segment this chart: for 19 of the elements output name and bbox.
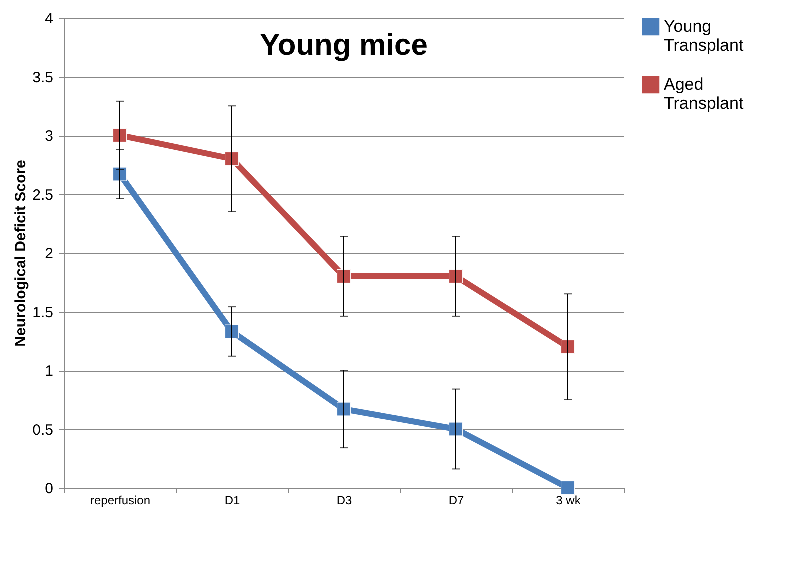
legend-label: Young Transplant	[664, 17, 744, 55]
y-tick-label: 0.5	[32, 422, 54, 439]
y-tick-label: 1.5	[32, 304, 54, 322]
x-tick-label: 3 wk	[556, 494, 582, 508]
y-tick-label: 0	[45, 480, 54, 498]
x-tick-label: reperfusion	[90, 494, 151, 508]
legend-label: Aged Transplant	[664, 75, 744, 113]
point	[561, 481, 575, 495]
y-tick-label: 4	[45, 10, 54, 28]
x-tick-label: D1	[224, 494, 240, 508]
y-tick-label: 3	[45, 128, 54, 145]
y-tick-label: 1	[45, 363, 54, 380]
y-axis-title: Neurological Deficit Score	[12, 160, 30, 347]
chart-title: Young mice	[260, 29, 428, 62]
y-tick-label: 2	[45, 246, 54, 262]
y-tick-label: 3.5	[32, 69, 54, 86]
y-tick-label: 2.5	[32, 186, 54, 204]
x-tick-label: D7	[448, 494, 464, 508]
x-tick-label: D3	[336, 494, 352, 508]
